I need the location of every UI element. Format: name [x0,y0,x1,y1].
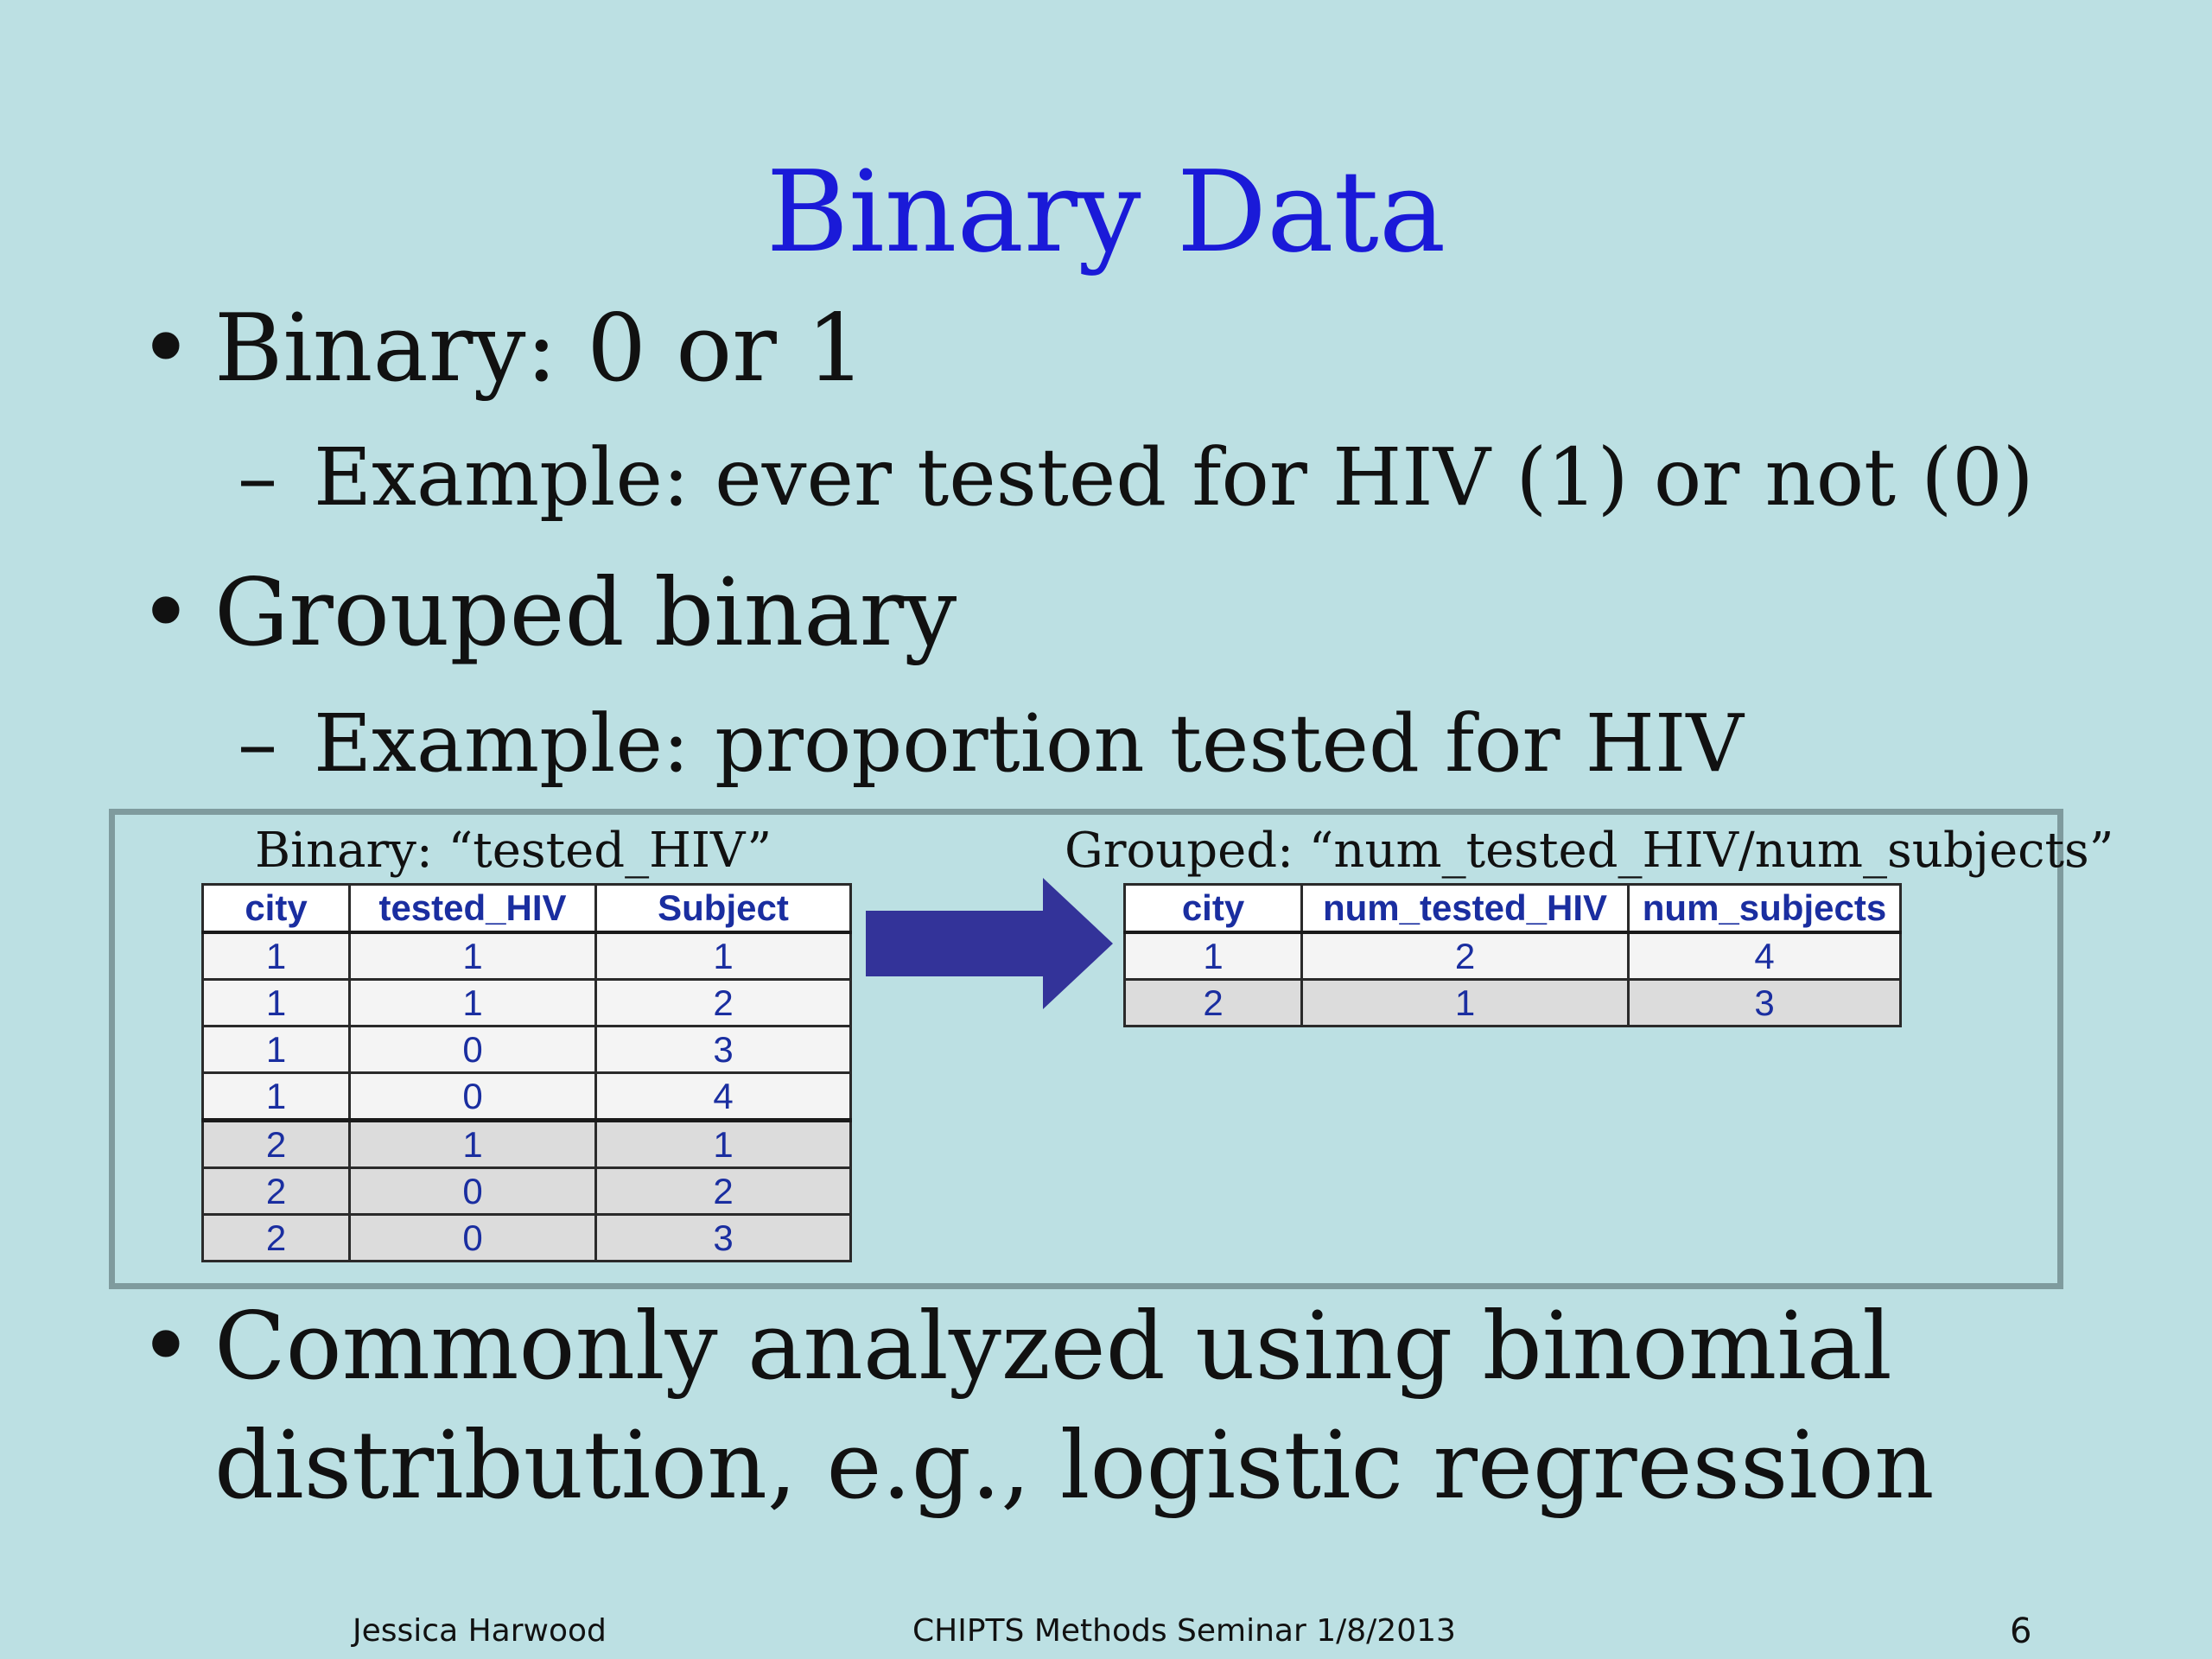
right-arrow-icon [866,878,1113,1009]
sub-bullet-dash: – [238,431,277,524]
footer-author: Jessica Harwood [353,1613,607,1649]
table-cell: 0 [348,1166,597,1216]
table-cell: 3 [594,1213,852,1262]
table-row: 1 2 4 [1123,931,1902,981]
table-cell: 3 [594,1025,852,1074]
grouped-table: city num_tested_HIV num_subjects 1 2 4 2… [1123,883,1902,1027]
table-row: 1 0 4 [201,1071,852,1122]
table-row: 1 1 2 [201,978,852,1027]
column-header: city [201,883,351,934]
table-cell: 1 [348,1118,597,1169]
table-cell: 0 [348,1071,597,1122]
binary-table-caption: Binary: “tested_HIV” [255,823,772,879]
table-cell: 2 [1123,978,1303,1027]
table-cell: 1 [201,978,351,1027]
column-header: city [1123,883,1303,934]
slide-title: Binary Data [766,146,1446,277]
binary-table: city tested_HIV Subject 1 1 1 1 1 2 1 0 … [201,883,852,1262]
table-cell: 2 [201,1213,351,1262]
table-cell: 2 [594,1166,852,1216]
page-number: 6 [2010,1611,2032,1651]
grouped-table-caption: Grouped: “num_tested_HIV/num_subjects” [1065,823,2114,879]
table-cell: 2 [201,1118,351,1169]
column-header: num_tested_HIV [1300,883,1630,934]
table-cell: 2 [1300,931,1630,981]
table-cell: 1 [1300,978,1630,1027]
footer-event: CHIPTS Methods Seminar 1/8/2013 [912,1613,1456,1649]
table-row: 1 1 1 [201,931,852,981]
table-cell: 1 [594,1118,852,1169]
sub-bullet-text: Example: ever tested for HIV (1) or not … [314,431,2034,524]
table-cell: 3 [1627,978,1902,1027]
bullet-dot: • [138,559,194,667]
table-cell: 2 [594,978,852,1027]
table-cell: 1 [201,1025,351,1074]
table-row: 2 1 3 [1123,978,1902,1027]
table-cell: 4 [594,1071,852,1122]
example-box [109,809,2063,1289]
table-cell: 2 [201,1166,351,1216]
sub-bullet-text: Example: proportion tested for HIV [314,697,1744,790]
binary-table-header-row: city tested_HIV Subject [201,883,852,934]
bullet-dot: • [138,295,194,403]
table-cell: 4 [1627,931,1902,981]
table-cell: 1 [1123,931,1303,981]
bullet-text: Binary: 0 or 1 [214,295,866,403]
column-header: tested_HIV [348,883,597,934]
table-cell: 1 [201,1071,351,1122]
bullet-dot: • [138,1293,194,1401]
bullet-text: Grouped binary [214,559,957,667]
grouped-table-header-row: city num_tested_HIV num_subjects [1123,883,1902,934]
column-header: num_subjects [1627,883,1902,934]
table-cell: 1 [348,978,597,1027]
table-row: 2 0 3 [201,1213,852,1262]
table-cell: 1 [594,931,852,981]
table-row: 2 1 1 [201,1118,852,1169]
table-row: 2 0 2 [201,1166,852,1216]
sub-bullet-dash: – [238,697,277,790]
column-header: Subject [594,883,852,934]
table-row: 1 0 3 [201,1025,852,1074]
table-cell: 0 [348,1025,597,1074]
table-cell: 0 [348,1213,597,1262]
bullet-text: Commonly analyzed using binomial distrib… [214,1293,1935,1520]
table-cell: 1 [348,931,597,981]
table-cell: 1 [201,931,351,981]
